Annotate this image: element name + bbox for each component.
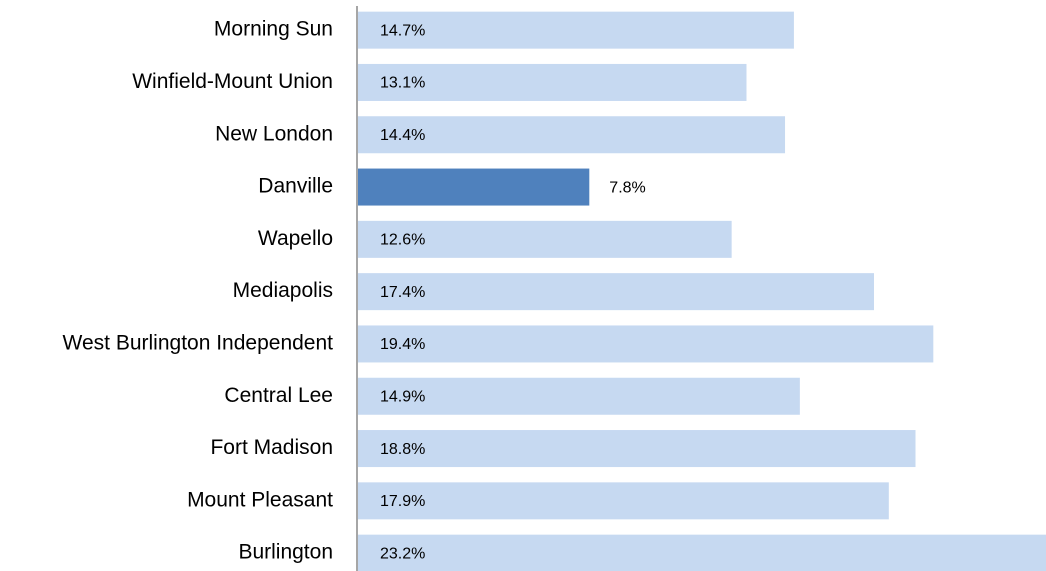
value-label: 18.8%: [380, 441, 425, 458]
category-label: Fort Madison: [210, 436, 333, 459]
bar: [358, 377, 800, 415]
bar: [358, 430, 916, 468]
value-label: 14.7%: [380, 22, 425, 39]
category-label: West Burlington Independent: [63, 331, 334, 354]
category-label: Winfield-Mount Union: [132, 70, 333, 93]
category-label: Mediapolis: [233, 279, 333, 302]
value-label: 12.6%: [380, 232, 425, 249]
bar: [358, 482, 889, 520]
category-label: Danville: [258, 175, 333, 198]
category-label: Burlington: [238, 541, 333, 564]
value-label: 14.4%: [380, 127, 425, 144]
value-label: 23.2%: [380, 545, 425, 562]
value-label: 7.8%: [609, 179, 645, 196]
bar: [358, 220, 732, 258]
bar: [358, 534, 1046, 571]
bar: [358, 11, 794, 49]
bar: [358, 63, 747, 101]
value-label: 17.4%: [380, 284, 425, 301]
category-label: Mount Pleasant: [187, 488, 333, 511]
value-label: 13.1%: [380, 75, 425, 92]
value-label: 14.9%: [380, 388, 425, 405]
category-label: Wapello: [258, 227, 333, 250]
bar: [358, 168, 590, 206]
bar: [358, 325, 934, 363]
bar: [358, 116, 786, 154]
category-label: New London: [215, 122, 333, 145]
category-label: Central Lee: [224, 384, 333, 407]
value-label: 17.9%: [380, 493, 425, 510]
category-label: Morning Sun: [214, 18, 333, 41]
bar: [358, 273, 874, 311]
value-label: 19.4%: [380, 336, 425, 353]
